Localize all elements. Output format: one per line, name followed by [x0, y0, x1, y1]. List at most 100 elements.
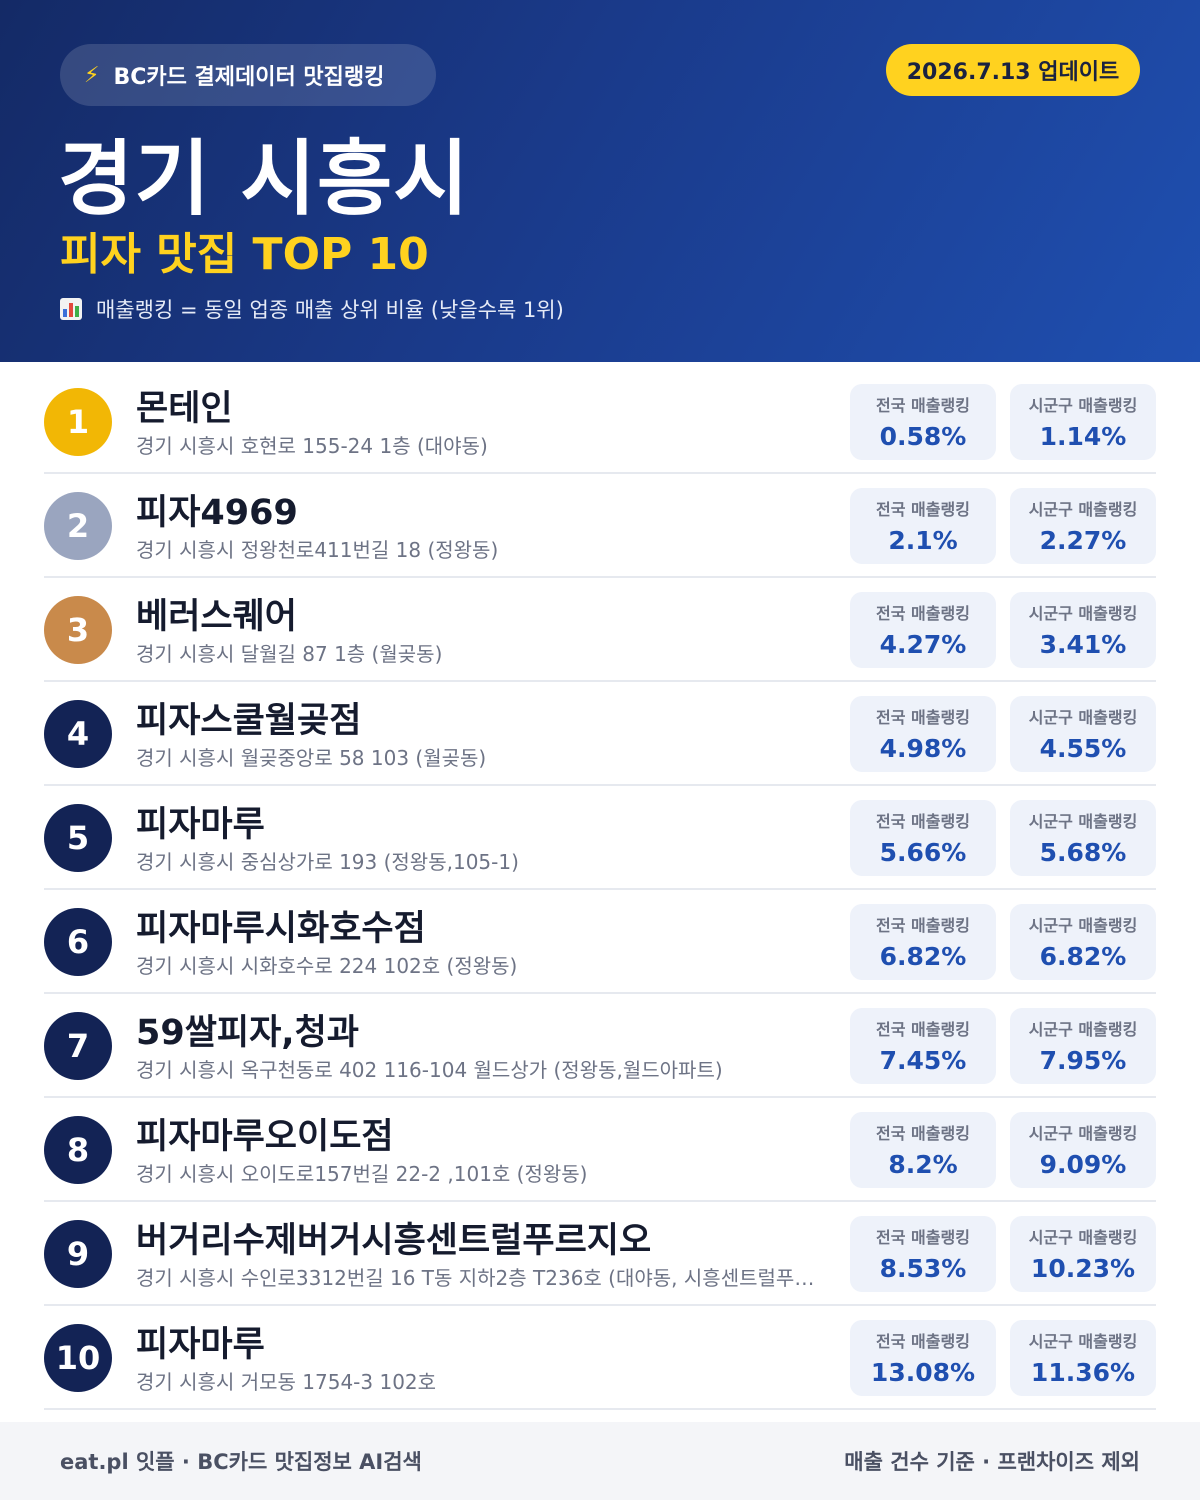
- rank-badge: 8: [44, 1116, 112, 1184]
- national-rank-box: 전국 매출랭킹 6.82%: [850, 904, 996, 980]
- local-rank-label: 시군구 매출랭킹: [1028, 500, 1138, 519]
- list-item[interactable]: 4 피자스쿨월곶점 경기 시흥시 월곶중앙로 58 103 (월곶동) 전국 매출랭킹…: [44, 682, 1156, 786]
- national-rank-value: 5.66%: [879, 838, 967, 867]
- local-rank-box: 시군구 매출랭킹 3.41%: [1010, 592, 1156, 668]
- restaurant-address: 경기 시흥시 호현로 155-24 1층 (대야동): [136, 434, 488, 458]
- local-rank-box: 시군구 매출랭킹 5.68%: [1010, 800, 1156, 876]
- national-rank-box: 전국 매출랭킹 4.27%: [850, 592, 996, 668]
- header-banner: ⚡ BC카드 결제데이터 맛집랭킹 2026.7.13 업데이트 경기 시흥시 …: [0, 0, 1200, 362]
- local-rank-value: 2.27%: [1039, 526, 1127, 555]
- footer-criteria: 매출 건수 기준 · 프랜차이즈 제외: [844, 1450, 1140, 1474]
- restaurant-name: 몬테인: [136, 389, 233, 429]
- national-rank-value: 13.08%: [870, 1358, 976, 1387]
- local-rank-label: 시군구 매출랭킹: [1028, 604, 1138, 623]
- restaurant-address: 경기 시흥시 거모동 1754-3 102호: [136, 1370, 437, 1394]
- local-rank-label: 시군구 매출랭킹: [1028, 1020, 1138, 1039]
- local-rank-label: 시군구 매출랭킹: [1028, 1124, 1138, 1143]
- list-item[interactable]: 2 피자4969 경기 시흥시 정왕천로411번길 18 (정왕동) 전국 매출랭킹 2…: [44, 474, 1156, 578]
- list-item[interactable]: 6 피자마루시화호수점 경기 시흥시 시화호수로 224 102호 (정왕동) 전국 …: [44, 890, 1156, 994]
- rank-badge: 6: [44, 908, 112, 976]
- national-rank-value: 8.2%: [888, 1150, 958, 1179]
- national-rank-box: 전국 매출랭킹 5.66%: [850, 800, 996, 876]
- source-label: BC카드 결제데이터 맛집랭킹: [113, 65, 385, 90]
- rank-badge: 9: [44, 1220, 112, 1288]
- ranking-note-text: 매출랭킹 = 동일 업종 매출 상위 비율 (낮을수록 1위): [96, 298, 564, 322]
- national-rank-box: 전국 매출랭킹 8.53%: [850, 1216, 996, 1292]
- restaurant-name: 베러스퀘어: [136, 597, 298, 637]
- national-rank-value: 4.98%: [879, 734, 967, 763]
- national-rank-box: 전국 매출랭킹 13.08%: [850, 1320, 996, 1396]
- national-rank-value: 6.82%: [879, 942, 967, 971]
- national-rank-label: 전국 매출랭킹: [876, 812, 970, 831]
- restaurant-address: 경기 시흥시 수인로3312번길 16 T동 지하2층 T236호 (대야동, …: [136, 1266, 828, 1290]
- local-rank-value: 10.23%: [1030, 1254, 1136, 1283]
- local-rank-value: 5.68%: [1039, 838, 1127, 867]
- local-rank-label: 시군구 매출랭킹: [1028, 916, 1138, 935]
- national-rank-box: 전국 매출랭킹 7.45%: [850, 1008, 996, 1084]
- local-rank-value: 3.41%: [1039, 630, 1127, 659]
- local-rank-label: 시군구 매출랭킹: [1028, 396, 1138, 415]
- local-rank-box: 시군구 매출랭킹 6.82%: [1010, 904, 1156, 980]
- list-item[interactable]: 8 피자마루오이도점 경기 시흥시 오이도로157번길 22-2 ,101호 (정왕…: [44, 1098, 1156, 1202]
- local-rank-label: 시군구 매출랭킹: [1028, 1332, 1138, 1351]
- national-rank-label: 전국 매출랭킹: [876, 916, 970, 935]
- restaurant-name: 피자마루: [136, 1325, 265, 1365]
- local-rank-box: 시군구 매출랭킹 2.27%: [1010, 488, 1156, 564]
- local-rank-value: 4.55%: [1039, 734, 1127, 763]
- restaurant-address: 경기 시흥시 정왕천로411번길 18 (정왕동): [136, 538, 499, 562]
- footer-source: eat.pl 잇플 · BC카드 맛집정보 AI검색: [60, 1450, 422, 1474]
- restaurant-address: 경기 시흥시 시화호수로 224 102호 (정왕동): [136, 954, 518, 978]
- national-rank-label: 전국 매출랭킹: [876, 604, 970, 623]
- lightning-icon: ⚡: [84, 62, 100, 88]
- national-rank-label: 전국 매출랭킹: [876, 1332, 970, 1351]
- national-rank-value: 7.45%: [879, 1046, 967, 1075]
- national-rank-label: 전국 매출랭킹: [876, 1020, 970, 1039]
- restaurant-address: 경기 시흥시 월곶중앙로 58 103 (월곶동): [136, 746, 487, 770]
- national-rank-value: 8.53%: [879, 1254, 967, 1283]
- rank-badge: 5: [44, 804, 112, 872]
- rank-badge: 10: [44, 1324, 112, 1392]
- footer: eat.pl 잇플 · BC카드 맛집정보 AI검색 매출 건수 기준 · 프랜…: [0, 1422, 1200, 1500]
- national-rank-label: 전국 매출랭킹: [876, 1124, 970, 1143]
- national-rank-label: 전국 매출랭킹: [876, 1228, 970, 1247]
- national-rank-value: 2.1%: [888, 526, 958, 555]
- restaurant-address: 경기 시흥시 달월길 87 1층 (월곶동): [136, 642, 443, 666]
- local-rank-box: 시군구 매출랭킹 11.36%: [1010, 1320, 1156, 1396]
- restaurant-name: 피자마루오이도점: [136, 1117, 394, 1157]
- national-rank-box: 전국 매출랭킹 8.2%: [850, 1112, 996, 1188]
- local-rank-box: 시군구 매출랭킹 4.55%: [1010, 696, 1156, 772]
- rank-badge: 2: [44, 492, 112, 560]
- restaurant-name: 피자스쿨월곶점: [136, 701, 362, 741]
- national-rank-label: 전국 매출랭킹: [876, 396, 970, 415]
- local-rank-label: 시군구 매출랭킹: [1028, 812, 1138, 831]
- rank-badge: 3: [44, 596, 112, 664]
- ranking-note: 매출랭킹 = 동일 업종 매출 상위 비율 (낮을수록 1위): [60, 294, 564, 324]
- page-title: 경기 시흥시: [58, 132, 470, 227]
- restaurant-name: 피자4969: [136, 493, 298, 533]
- update-date-badge: 2026.7.13 업데이트: [886, 44, 1140, 96]
- rank-badge: 7: [44, 1012, 112, 1080]
- restaurant-address: 경기 시흥시 중심상가로 193 (정왕동,105-1): [136, 850, 519, 874]
- national-rank-value: 0.58%: [879, 422, 967, 451]
- source-badge: ⚡ BC카드 결제데이터 맛집랭킹: [60, 44, 436, 106]
- rank-badge: 1: [44, 388, 112, 456]
- local-rank-box: 시군구 매출랭킹 1.14%: [1010, 384, 1156, 460]
- restaurant-name: 59쌀피자,청과: [136, 1013, 360, 1053]
- local-rank-label: 시군구 매출랭킹: [1028, 1228, 1138, 1247]
- restaurant-address: 경기 시흥시 옥구천동로 402 116-104 월드상가 (정왕동,월드아파트…: [136, 1058, 723, 1082]
- national-rank-value: 4.27%: [879, 630, 967, 659]
- restaurant-name: 피자마루: [136, 805, 265, 845]
- local-rank-box: 시군구 매출랭킹 10.23%: [1010, 1216, 1156, 1292]
- local-rank-box: 시군구 매출랭킹 9.09%: [1010, 1112, 1156, 1188]
- local-rank-value: 6.82%: [1039, 942, 1127, 971]
- local-rank-value: 11.36%: [1030, 1358, 1136, 1387]
- restaurant-name: 버거리수제버거시흥센트럴푸르지오: [136, 1221, 652, 1261]
- rank-badge: 4: [44, 700, 112, 768]
